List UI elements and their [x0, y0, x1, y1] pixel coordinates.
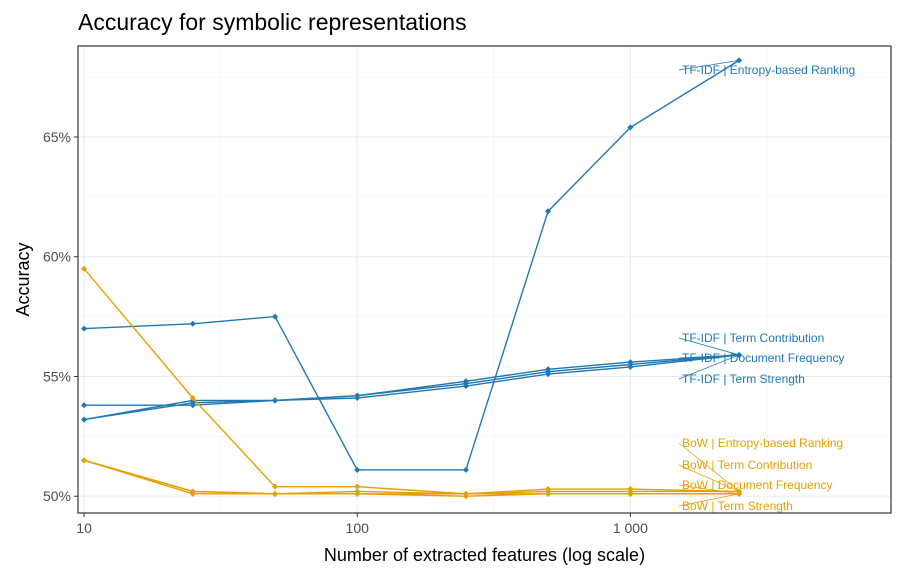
series-7 — [81, 457, 743, 500]
series-1 — [81, 351, 743, 423]
data-point — [189, 402, 196, 409]
data-point — [189, 395, 196, 402]
data-point — [462, 466, 469, 473]
label-leader — [678, 484, 740, 495]
chart-title: Accuracy for symbolic representations — [78, 9, 467, 35]
data-point — [354, 483, 361, 490]
series-label: TF-IDF | Document Frequency — [682, 351, 845, 365]
data-point — [271, 397, 278, 404]
data-point — [545, 366, 552, 373]
series-line — [83, 354, 740, 421]
data-point — [354, 395, 361, 402]
data-point — [354, 466, 361, 473]
series-label: BoW | Term Contribution — [682, 458, 812, 472]
label-leader — [678, 354, 740, 359]
y-tick-label: 60% — [43, 249, 71, 265]
series-line — [84, 354, 740, 406]
series-line — [84, 59, 740, 471]
label-leader — [678, 493, 740, 507]
label-layer: TF-IDF | Entropy-based Ranking TF-IDF | T… — [678, 59, 855, 513]
data-point — [462, 383, 469, 390]
label-leader — [678, 337, 740, 356]
series-label: BoW | Document Frequency — [682, 478, 833, 492]
data-point — [627, 363, 634, 370]
series-label: TF-IDF | Term Strength — [682, 372, 805, 386]
plot-panel-border — [77, 45, 892, 514]
series-label: BoW | Term Strength — [682, 499, 793, 513]
x-tick-label: 10 — [76, 520, 92, 536]
label-leader — [678, 464, 740, 492]
series-label: BoW | Entropy-based Ranking — [682, 436, 843, 450]
series-0 — [81, 57, 743, 473]
series-line — [83, 268, 740, 495]
data-point — [81, 416, 88, 423]
data-point — [627, 124, 634, 131]
data-point — [462, 493, 469, 500]
y-axis-title: Accuracy — [13, 242, 33, 316]
data-point — [189, 488, 196, 495]
data-point — [545, 371, 552, 378]
data-point — [81, 457, 88, 464]
data-point — [81, 402, 88, 409]
series-2 — [81, 351, 743, 409]
label-leader — [678, 354, 740, 380]
series-label: TF-IDF | Entropy-based Ranking — [682, 63, 855, 77]
series-4 — [81, 265, 743, 497]
data-point — [189, 320, 196, 327]
data-point — [545, 490, 552, 497]
y-tick-label: 55% — [43, 368, 71, 384]
data-point — [81, 265, 88, 272]
data-point — [627, 490, 634, 497]
data-point — [271, 483, 278, 490]
series-line — [83, 354, 740, 421]
series-layer — [81, 57, 743, 500]
label-leader — [678, 59, 740, 71]
data-point — [462, 378, 469, 385]
grid — [78, 46, 891, 513]
data-point — [627, 359, 634, 366]
y-tick-label: 65% — [43, 129, 71, 145]
y-tick-label: 50% — [43, 488, 71, 504]
x-tick-label: 1 000 — [613, 520, 648, 536]
label-leader — [678, 442, 740, 492]
data-point — [271, 490, 278, 497]
x-tick-label: 100 — [346, 520, 370, 536]
data-point — [81, 325, 88, 332]
data-point — [545, 208, 552, 215]
x-axis-title: Number of extracted features (log scale) — [324, 545, 645, 565]
series-3 — [81, 351, 743, 423]
series-line — [83, 459, 740, 497]
axes: 10 100 1 000 50% 55% 60% 65% — [43, 129, 648, 536]
series-label: TF-IDF | Term Contribution — [682, 331, 824, 345]
data-point — [354, 490, 361, 497]
data-point — [271, 313, 278, 320]
